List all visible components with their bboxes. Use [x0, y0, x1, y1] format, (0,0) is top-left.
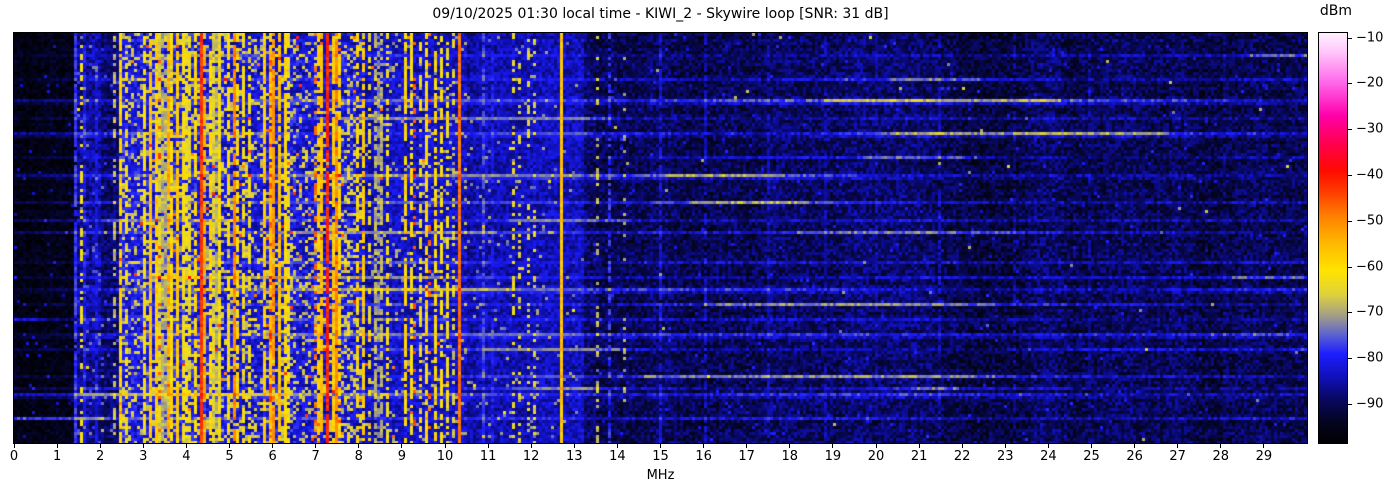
x-tick-mark — [616, 444, 618, 448]
x-tick-label: 12 — [522, 449, 540, 464]
colorbar-tick-label: −10 — [1356, 30, 1384, 46]
x-tick-label: 22 — [953, 449, 971, 464]
x-tick-mark — [487, 444, 489, 448]
colorbar-tick-mark — [1348, 83, 1352, 85]
x-tick-mark — [660, 444, 661, 448]
x-tick-label: 4 — [182, 449, 191, 464]
x-tick-label: 29 — [1255, 449, 1273, 464]
x-tick-label: 8 — [354, 449, 363, 464]
x-tick-mark — [56, 444, 58, 448]
x-tick-label: 28 — [1212, 449, 1230, 464]
x-tick-mark — [229, 444, 230, 448]
x-tick-label: 0 — [9, 449, 19, 464]
x-axis-unit-label: MHz — [646, 468, 675, 483]
x-tick-mark — [832, 444, 834, 448]
x-tick-mark — [444, 444, 446, 448]
colorbar-tick-label: −20 — [1356, 75, 1384, 91]
x-tick-mark — [875, 444, 877, 448]
x-tick-label: 2 — [96, 449, 105, 464]
x-tick-label: 1 — [52, 449, 62, 464]
x-tick-label: 7 — [311, 449, 320, 464]
x-tick-label: 5 — [225, 449, 234, 464]
x-tick-mark — [142, 444, 144, 448]
colorbar-tick-label: −30 — [1356, 121, 1384, 137]
colorbar-tick-label: −40 — [1356, 167, 1384, 183]
x-tick-label: 15 — [652, 449, 669, 464]
colorbar-unit-label: dBm — [1319, 3, 1353, 19]
x-tick-label: 24 — [1040, 449, 1057, 464]
x-tick-mark — [789, 444, 791, 448]
x-tick-mark — [1091, 444, 1092, 448]
colorbar-tick-mark — [1348, 129, 1352, 131]
x-tick-mark — [1177, 444, 1179, 448]
colorbar-tick-mark — [1348, 312, 1352, 314]
x-tick-label: 26 — [1126, 449, 1143, 464]
x-tick-label: 27 — [1169, 449, 1186, 464]
x-tick-label: 9 — [397, 449, 407, 464]
colorbar — [1318, 32, 1348, 444]
x-tick-mark — [530, 444, 532, 448]
x-tick-label: 11 — [479, 449, 497, 464]
colorbar-tick-label: −90 — [1356, 396, 1384, 412]
x-tick-label: 17 — [738, 449, 755, 464]
x-tick-mark — [573, 444, 575, 448]
colorbar-tick-mark — [1348, 358, 1352, 360]
x-tick-mark — [272, 444, 274, 448]
waterfall-plot-area — [13, 32, 1308, 444]
x-tick-mark — [13, 444, 15, 448]
x-tick-mark — [401, 444, 403, 448]
x-tick-mark — [99, 444, 101, 448]
x-tick-label: 16 — [695, 449, 712, 464]
x-tick-label: 14 — [609, 449, 626, 464]
colorbar-tick-mark — [1348, 404, 1352, 406]
x-tick-mark — [358, 444, 360, 448]
colorbar-tick-mark — [1348, 175, 1352, 176]
x-tick-mark — [1004, 444, 1006, 448]
x-tick-label: 23 — [997, 449, 1014, 464]
x-tick-label: 18 — [781, 449, 799, 464]
x-tick-label: 13 — [566, 449, 583, 464]
colorbar-gradient — [1319, 33, 1347, 443]
x-tick-mark — [918, 444, 920, 448]
x-tick-label: 10 — [436, 449, 454, 464]
colorbar-tick-label: −80 — [1356, 350, 1384, 366]
x-tick-label: 19 — [824, 449, 842, 464]
x-tick-label: 21 — [910, 449, 928, 464]
x-tick-label: 25 — [1083, 449, 1100, 464]
colorbar-tick-mark — [1348, 220, 1352, 222]
chart-title: 09/10/2025 01:30 local time - KIWI_2 - S… — [432, 6, 889, 22]
colorbar-tick-mark — [1348, 37, 1352, 39]
colorbar-tick-label: −50 — [1356, 213, 1384, 229]
x-tick-label: 3 — [139, 449, 148, 464]
x-tick-label: 20 — [867, 449, 885, 464]
colorbar-tick-mark — [1348, 266, 1352, 268]
colorbar-tick-label: −60 — [1356, 259, 1384, 275]
colorbar-tick-label: −70 — [1356, 304, 1384, 320]
x-tick-mark — [1134, 444, 1136, 448]
x-tick-label: 6 — [268, 449, 277, 464]
waterfall-heatmap — [14, 33, 1307, 443]
x-tick-mark — [1263, 444, 1265, 448]
x-tick-mark — [185, 444, 187, 448]
x-tick-mark — [1220, 444, 1222, 448]
x-tick-mark — [746, 444, 748, 448]
x-tick-mark — [1047, 444, 1049, 448]
x-tick-mark — [961, 444, 963, 448]
x-tick-mark — [315, 444, 317, 448]
x-tick-mark — [703, 444, 705, 448]
